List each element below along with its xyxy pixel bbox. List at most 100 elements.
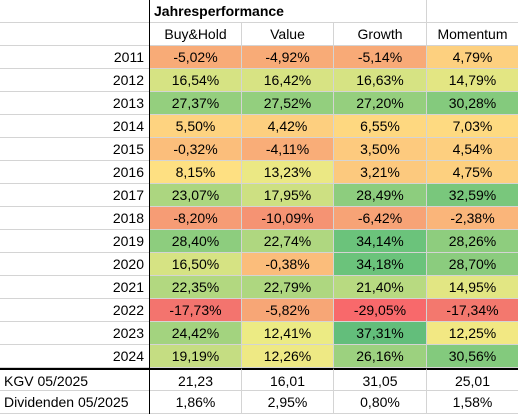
corner-cell[interactable] <box>0 0 150 23</box>
empty-header-cell[interactable] <box>0 23 150 46</box>
performance-cell[interactable]: 3,21% <box>334 161 427 184</box>
performance-cell[interactable]: 27,37% <box>150 92 242 115</box>
row-year-label[interactable]: 2024 <box>0 345 150 368</box>
column-divider <box>149 0 150 414</box>
performance-cell[interactable]: 22,35% <box>150 276 242 299</box>
table-row: 2017 23,07% 17,95% 28,49% 32,59% <box>0 184 518 207</box>
summary-value-cell[interactable]: 0,80% <box>334 391 427 414</box>
summary-value-cell[interactable]: 2,95% <box>242 391 334 414</box>
performance-cell[interactable]: 4,42% <box>242 115 334 138</box>
performance-cell[interactable]: -10,09% <box>242 207 334 230</box>
performance-cell[interactable]: 3,50% <box>334 138 427 161</box>
performance-cell[interactable]: 34,18% <box>334 253 427 276</box>
performance-cell[interactable]: 21,40% <box>334 276 427 299</box>
row-year-label[interactable]: 2023 <box>0 322 150 345</box>
performance-cell[interactable]: -17,34% <box>427 299 518 322</box>
performance-cell[interactable]: -8,20% <box>150 207 242 230</box>
performance-cell[interactable]: 16,42% <box>242 69 334 92</box>
performance-cell[interactable]: 26,16% <box>334 345 427 368</box>
row-year-label[interactable]: 2012 <box>0 69 150 92</box>
performance-cell[interactable]: -0,32% <box>150 138 242 161</box>
row-year-label[interactable]: 2016 <box>0 161 150 184</box>
performance-cell[interactable]: 34,14% <box>334 230 427 253</box>
performance-cell[interactable]: 16,63% <box>334 69 427 92</box>
sheet-title[interactable]: Jahresperformance <box>150 0 334 23</box>
performance-cell[interactable]: 16,54% <box>150 69 242 92</box>
performance-cell[interactable]: 4,54% <box>427 138 518 161</box>
performance-cell[interactable]: 30,56% <box>427 345 518 368</box>
table-row: 2016 8,15% 13,23% 3,21% 4,75% <box>0 161 518 184</box>
summary-label[interactable]: Dividenden 05/2025 <box>0 391 150 414</box>
performance-cell[interactable]: 30,28% <box>427 92 518 115</box>
table-row: 2012 16,54% 16,42% 16,63% 14,79% <box>0 69 518 92</box>
empty-header-cell[interactable] <box>334 0 427 23</box>
performance-cell[interactable]: -0,38% <box>242 253 334 276</box>
performance-cell[interactable]: 12,41% <box>242 322 334 345</box>
empty-header-cell[interactable] <box>427 0 518 23</box>
summary-value-cell[interactable]: 1,58% <box>427 391 518 414</box>
performance-cell[interactable]: 12,25% <box>427 322 518 345</box>
row-year-label[interactable]: 2011 <box>0 46 150 69</box>
performance-cell[interactable]: -5,02% <box>150 46 242 69</box>
row-year-label[interactable]: 2020 <box>0 253 150 276</box>
performance-cell[interactable]: -29,05% <box>334 299 427 322</box>
summary-value-cell[interactable]: 21,23 <box>150 368 242 391</box>
row-year-label[interactable]: 2017 <box>0 184 150 207</box>
performance-cell[interactable]: 27,20% <box>334 92 427 115</box>
performance-cell[interactable]: -2,38% <box>427 207 518 230</box>
table-row: 2015 -0,32% -4,11% 3,50% 4,54% <box>0 138 518 161</box>
performance-cell[interactable]: -17,73% <box>150 299 242 322</box>
performance-cell[interactable]: 32,59% <box>427 184 518 207</box>
performance-cell[interactable]: 22,79% <box>242 276 334 299</box>
performance-cell[interactable]: 13,23% <box>242 161 334 184</box>
performance-cell[interactable]: -6,42% <box>334 207 427 230</box>
column-header-momentum[interactable]: Momentum <box>427 23 518 46</box>
row-year-label[interactable]: 2022 <box>0 299 150 322</box>
performance-cell[interactable]: -4,11% <box>242 138 334 161</box>
performance-cell[interactable]: 23,07% <box>150 184 242 207</box>
summary-value-cell[interactable]: 16,01 <box>242 368 334 391</box>
row-year-label[interactable]: 2015 <box>0 138 150 161</box>
performance-cell[interactable]: 4,79% <box>427 46 518 69</box>
performance-cell[interactable]: 27,52% <box>242 92 334 115</box>
summary-row: KGV 05/2025 21,23 16,01 31,05 25,01 <box>0 368 518 391</box>
performance-cell[interactable]: 4,75% <box>427 161 518 184</box>
table-row: 2011 -5,02% -4,92% -5,14% 4,79% <box>0 46 518 69</box>
summary-value-cell[interactable]: 1,86% <box>150 391 242 414</box>
row-year-label[interactable]: 2021 <box>0 276 150 299</box>
table-row: 2013 27,37% 27,52% 27,20% 30,28% <box>0 92 518 115</box>
summary-value-cell[interactable]: 31,05 <box>334 368 427 391</box>
performance-cell[interactable]: 7,03% <box>427 115 518 138</box>
performance-cell[interactable]: 5,50% <box>150 115 242 138</box>
summary-row: Dividenden 05/2025 1,86% 2,95% 0,80% 1,58% <box>0 391 518 414</box>
performance-cell[interactable]: 28,49% <box>334 184 427 207</box>
performance-cell[interactable]: 37,31% <box>334 322 427 345</box>
table-row: 2024 19,19% 12,26% 26,16% 30,56% <box>0 345 518 368</box>
performance-cell[interactable]: 12,26% <box>242 345 334 368</box>
performance-cell[interactable]: 17,95% <box>242 184 334 207</box>
performance-cell[interactable]: -5,14% <box>334 46 427 69</box>
performance-cell[interactable]: 8,15% <box>150 161 242 184</box>
row-year-label[interactable]: 2019 <box>0 230 150 253</box>
column-header-value[interactable]: Value <box>242 23 334 46</box>
performance-cell[interactable]: -5,82% <box>242 299 334 322</box>
performance-cell[interactable]: 14,95% <box>427 276 518 299</box>
performance-cell[interactable]: 6,55% <box>334 115 427 138</box>
summary-label[interactable]: KGV 05/2025 <box>0 368 150 391</box>
performance-cell[interactable]: 16,50% <box>150 253 242 276</box>
row-year-label[interactable]: 2018 <box>0 207 150 230</box>
row-year-label[interactable]: 2013 <box>0 92 150 115</box>
column-header-growth[interactable]: Growth <box>334 23 427 46</box>
row-year-label[interactable]: 2014 <box>0 115 150 138</box>
table-row: 2014 5,50% 4,42% 6,55% 7,03% <box>0 115 518 138</box>
performance-cell[interactable]: 28,70% <box>427 253 518 276</box>
performance-cell[interactable]: 24,42% <box>150 322 242 345</box>
performance-cell[interactable]: 14,79% <box>427 69 518 92</box>
performance-cell[interactable]: 28,26% <box>427 230 518 253</box>
summary-value-cell[interactable]: 25,01 <box>427 368 518 391</box>
performance-cell[interactable]: 28,40% <box>150 230 242 253</box>
performance-cell[interactable]: -4,92% <box>242 46 334 69</box>
performance-cell[interactable]: 19,19% <box>150 345 242 368</box>
column-header-buy-hold[interactable]: Buy&Hold <box>150 23 242 46</box>
performance-cell[interactable]: 22,74% <box>242 230 334 253</box>
